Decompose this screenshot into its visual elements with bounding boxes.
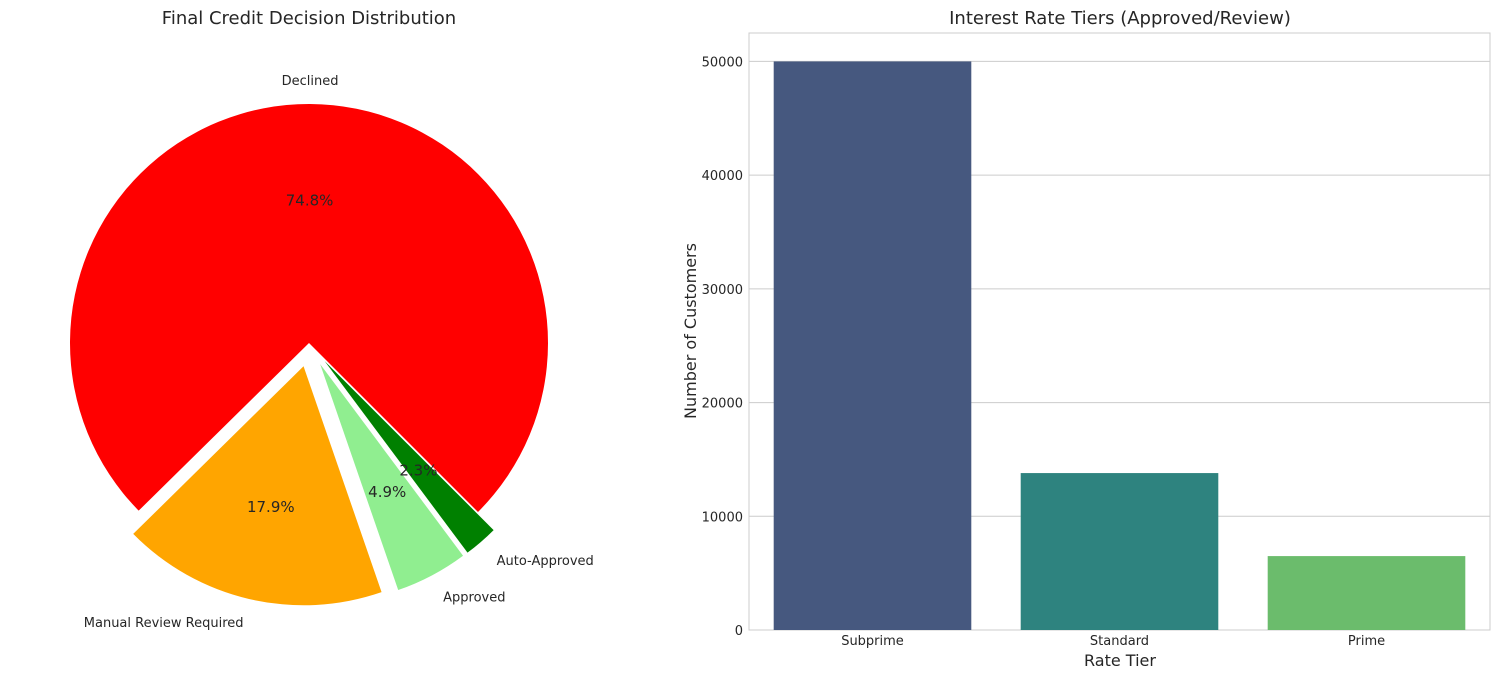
- pie-label: Approved: [443, 591, 505, 606]
- pie-slice-approved: [320, 364, 464, 591]
- y-tick-label: 0: [735, 624, 743, 639]
- y-tick-label: 50000: [702, 55, 743, 70]
- bar-chart: Interest Rate Tiers (Approved/Review) 0 1…: [681, 8, 1491, 670]
- pie-label: Manual Review Required: [84, 616, 244, 631]
- x-tick-labels: Subprime Standard Prime: [841, 634, 1385, 649]
- x-tick-label: Subprime: [841, 634, 904, 649]
- y-tick-labels: 0 10000 20000 30000 40000 50000: [702, 55, 743, 639]
- pie-percent-label: 2.3%: [399, 462, 437, 480]
- y-tick-label: 40000: [702, 169, 743, 184]
- bar-subprime: [773, 61, 972, 630]
- pie-labels: Declined 74.8% Manual Review Required 17.9%…: [84, 74, 594, 631]
- y-tick-label: 10000: [702, 510, 743, 525]
- pie-slice-declined: [69, 103, 548, 512]
- bar-prime: [1267, 556, 1466, 630]
- pie-label: Declined: [282, 74, 339, 89]
- y-axis-label: Number of Customers: [681, 243, 700, 419]
- y-tick-label: 30000: [702, 283, 743, 298]
- pie-slices: [69, 103, 548, 606]
- bar-title: Interest Rate Tiers (Approved/Review): [949, 8, 1291, 29]
- x-tick-label: Standard: [1090, 634, 1149, 649]
- pie-percent-label: 74.8%: [286, 192, 334, 210]
- pie-percent-label: 4.9%: [368, 483, 406, 501]
- pie-slice-manual-review-required: [133, 366, 382, 606]
- pie-percent-label: 17.9%: [247, 498, 295, 516]
- bar-standard: [1020, 473, 1219, 630]
- y-tick-label: 20000: [702, 397, 743, 412]
- x-axis-label: Rate Tier: [1084, 651, 1156, 670]
- pie-label: Auto-Approved: [497, 554, 594, 569]
- pie-title: Final Credit Decision Distribution: [162, 8, 456, 29]
- x-tick-label: Prime: [1348, 634, 1385, 649]
- pie-chart: Final Credit Decision Distribution Decli…: [69, 8, 594, 631]
- bars: [773, 61, 1466, 630]
- pie-slice-auto-approved: [324, 361, 494, 553]
